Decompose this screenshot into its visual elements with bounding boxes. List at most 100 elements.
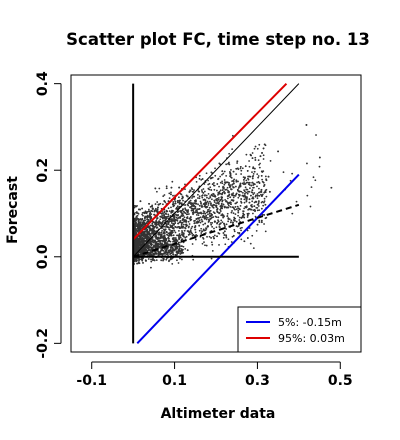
data-point: [258, 182, 261, 184]
data-point: [221, 196, 223, 199]
data-point: [167, 232, 170, 235]
data-point: [251, 157, 254, 159]
data-point: [136, 217, 139, 220]
data-point: [149, 253, 151, 256]
data-point: [227, 195, 230, 197]
data-point: [211, 214, 213, 216]
data-point: [168, 210, 171, 213]
data-point: [136, 249, 139, 252]
data-point: [193, 202, 196, 204]
data-point: [161, 217, 164, 220]
data-point: [224, 225, 226, 228]
data-point: [265, 179, 268, 182]
data-point: [208, 206, 211, 209]
data-point: [232, 194, 235, 197]
data-point: [151, 232, 153, 235]
data-point: [227, 217, 230, 220]
data-point: [230, 176, 233, 179]
data-point: [223, 170, 226, 173]
data-point: [260, 219, 263, 222]
data-point: [160, 231, 163, 234]
data-point: [184, 227, 187, 230]
line-0: [136, 173, 300, 345]
data-point: [265, 195, 268, 198]
data-point: [210, 198, 213, 201]
data-point: [234, 213, 237, 216]
data-point: [155, 210, 158, 212]
data-point: [232, 180, 235, 183]
data-point: [178, 186, 181, 189]
data-point: [201, 204, 203, 207]
data-point: [176, 211, 179, 214]
data-point: [193, 220, 196, 222]
data-point: [164, 218, 167, 221]
data-point: [170, 211, 173, 214]
data-point: [191, 243, 194, 245]
data-point: [162, 232, 165, 235]
data-point: [262, 204, 265, 207]
data-point: [168, 234, 171, 237]
data-point: [159, 235, 162, 238]
data-point: [229, 174, 232, 177]
data-point: [204, 199, 207, 202]
data-point: [200, 211, 202, 214]
data-point: [155, 253, 158, 255]
data-point: [263, 214, 266, 216]
data-point: [260, 195, 263, 197]
data-point: [218, 223, 221, 226]
data-point: [192, 209, 194, 212]
data-point: [306, 162, 308, 165]
data-point: [305, 124, 308, 126]
data-point: [251, 234, 254, 237]
data-point: [212, 184, 215, 187]
data-point: [137, 261, 140, 264]
data-point: [243, 201, 246, 204]
data-point: [214, 195, 217, 198]
data-point: [143, 237, 146, 240]
data-point: [144, 210, 147, 213]
data-point: [152, 246, 155, 248]
data-point: [257, 200, 260, 203]
data-point: [216, 209, 218, 211]
data-point: [208, 182, 211, 185]
data-point: [257, 175, 260, 177]
data-point: [174, 200, 177, 203]
data-point: [144, 250, 146, 252]
data-point: [172, 210, 174, 212]
data-point: [206, 209, 209, 211]
data-point: [217, 220, 220, 223]
data-point: [173, 240, 176, 242]
data-point: [215, 202, 218, 205]
data-point: [193, 204, 195, 207]
data-point: [179, 241, 181, 244]
data-point: [235, 193, 238, 196]
data-point: [184, 207, 187, 210]
data-point: [137, 225, 140, 227]
data-point: [204, 201, 207, 204]
data-point: [163, 244, 166, 246]
data-point: [248, 201, 251, 204]
data-point: [247, 178, 250, 181]
data-point: [203, 190, 206, 193]
plot-frame: [70, 74, 362, 353]
data-point: [261, 200, 264, 203]
data-point: [192, 211, 195, 214]
data-point: [139, 238, 141, 240]
legend: 5%: -0.15m 95%: 0.03m: [237, 306, 362, 353]
data-point: [176, 219, 179, 222]
data-point: [233, 217, 236, 220]
data-point: [200, 232, 203, 234]
data-point: [201, 242, 204, 245]
data-point: [191, 188, 194, 191]
data-point: [181, 213, 184, 216]
data-point: [161, 214, 164, 217]
data-point: [243, 213, 246, 216]
data-point: [179, 247, 181, 250]
data-point: [159, 215, 162, 218]
data-point: [202, 214, 205, 217]
data-point: [172, 227, 174, 230]
data-point: [176, 246, 179, 249]
data-point: [178, 250, 180, 253]
data-point: [138, 259, 140, 262]
data-point: [210, 171, 213, 174]
